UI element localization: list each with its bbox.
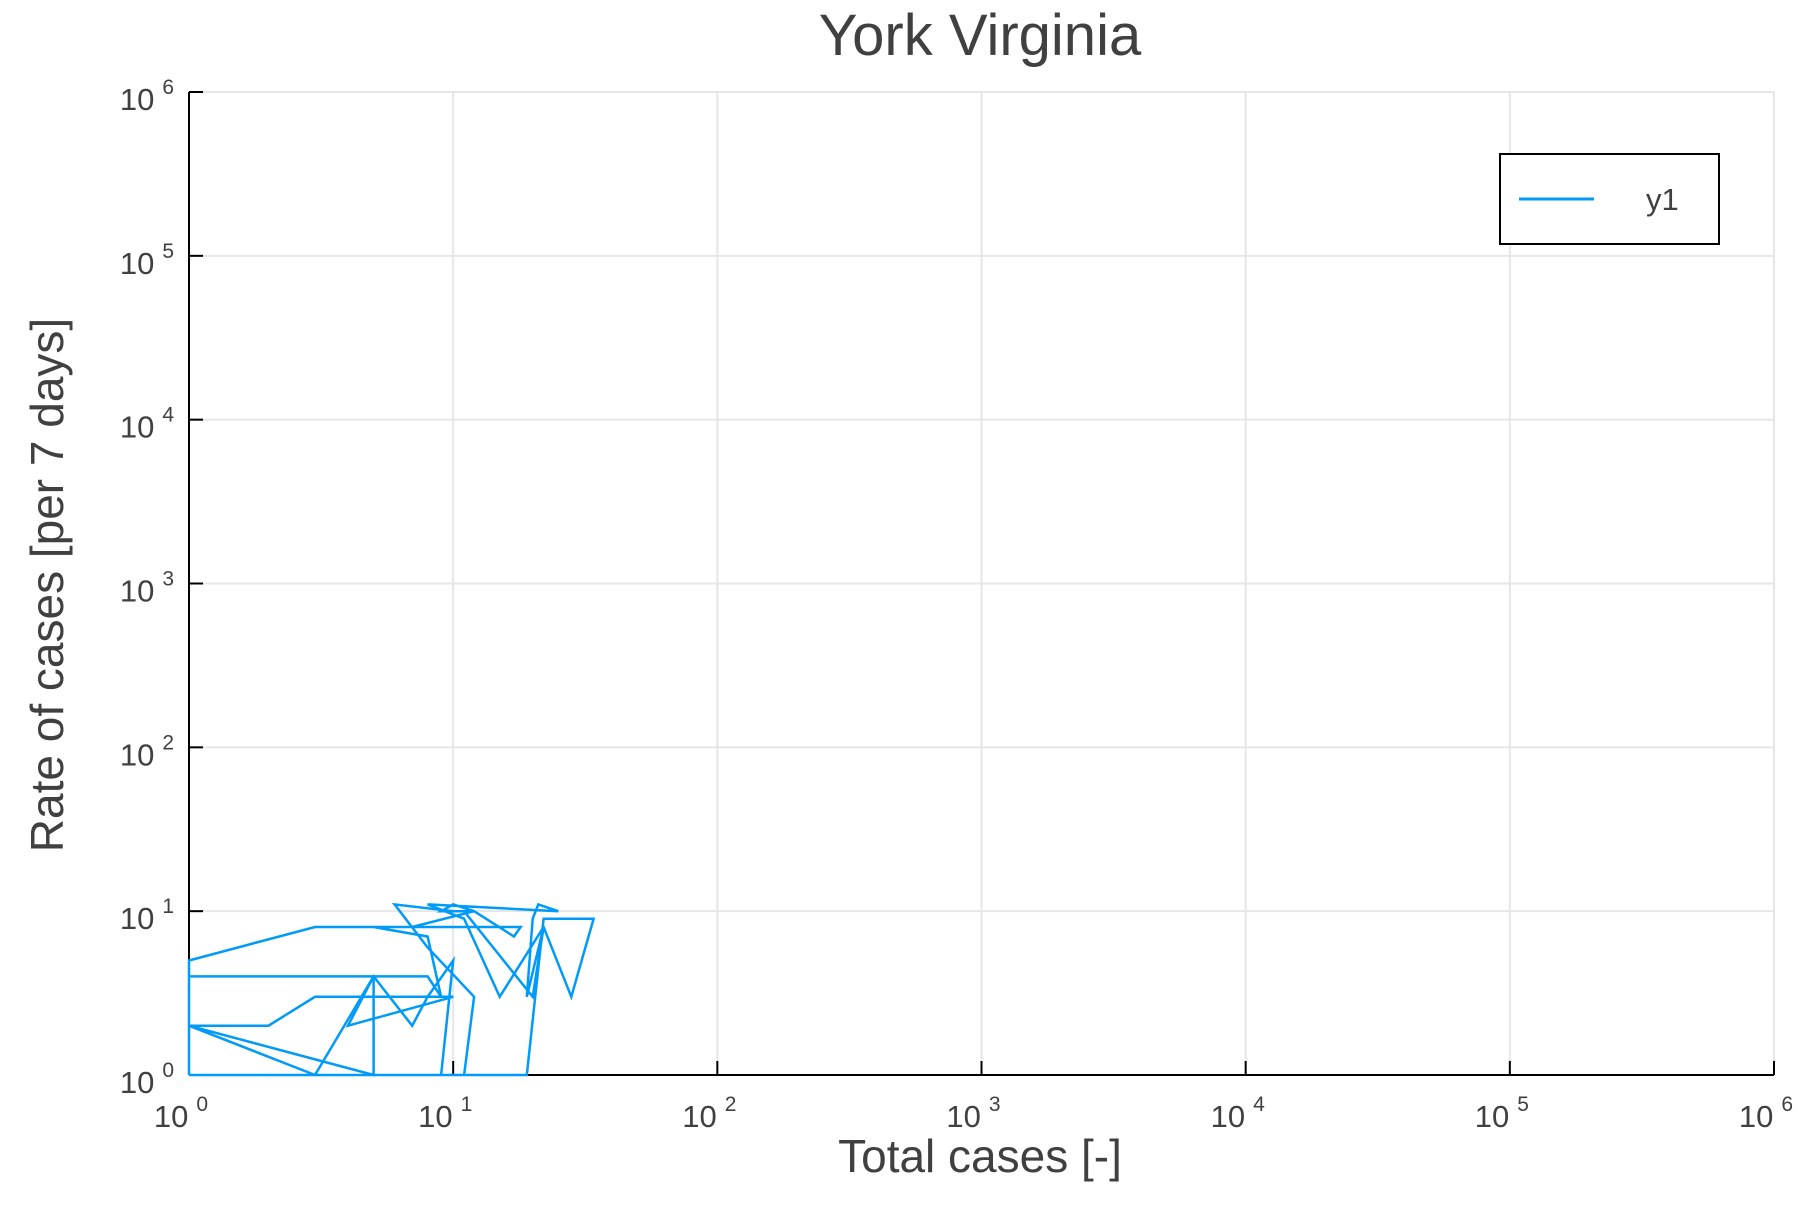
legend: y1 [1499, 153, 1720, 245]
series-layer [187, 902, 596, 1077]
x-tick-label: 10 5 [1475, 1093, 1529, 1134]
y-tick-label: 10 1 [120, 895, 174, 936]
chart-title: York Virginia [819, 3, 1142, 68]
x-tick-label: 10 6 [1739, 1093, 1793, 1134]
tick-labels: 10 0 10 1 10 2 10 3 10 4 10 5 10 6 10 0 10 1 10 2 10 3 10 4 10 5 1… [120, 76, 1793, 1134]
x-tick-label: 10 4 [1211, 1093, 1265, 1134]
y-tick-label: 10 3 [120, 568, 174, 609]
series-line-y1 [187, 902, 596, 1077]
y-axis-label: Rate of cases [per 7 days] [21, 318, 73, 852]
x-axis-label: Total cases [-] [838, 1130, 1122, 1182]
x-tick-label: 10 0 [154, 1093, 208, 1134]
x-tick-label: 10 1 [418, 1093, 472, 1134]
y-tick-label: 10 6 [120, 76, 174, 117]
y-tick-label: 10 2 [120, 731, 174, 772]
y-tick-label: 10 4 [120, 404, 174, 445]
y-tick-label: 10 5 [120, 240, 174, 281]
grid-lines [188, 91, 1775, 1076]
legend-label-y1: y1 [1646, 182, 1679, 217]
y-tick-label: 10 0 [120, 1059, 174, 1100]
x-tick-label: 10 2 [682, 1093, 736, 1134]
x-tick-label: 10 3 [946, 1093, 1000, 1134]
